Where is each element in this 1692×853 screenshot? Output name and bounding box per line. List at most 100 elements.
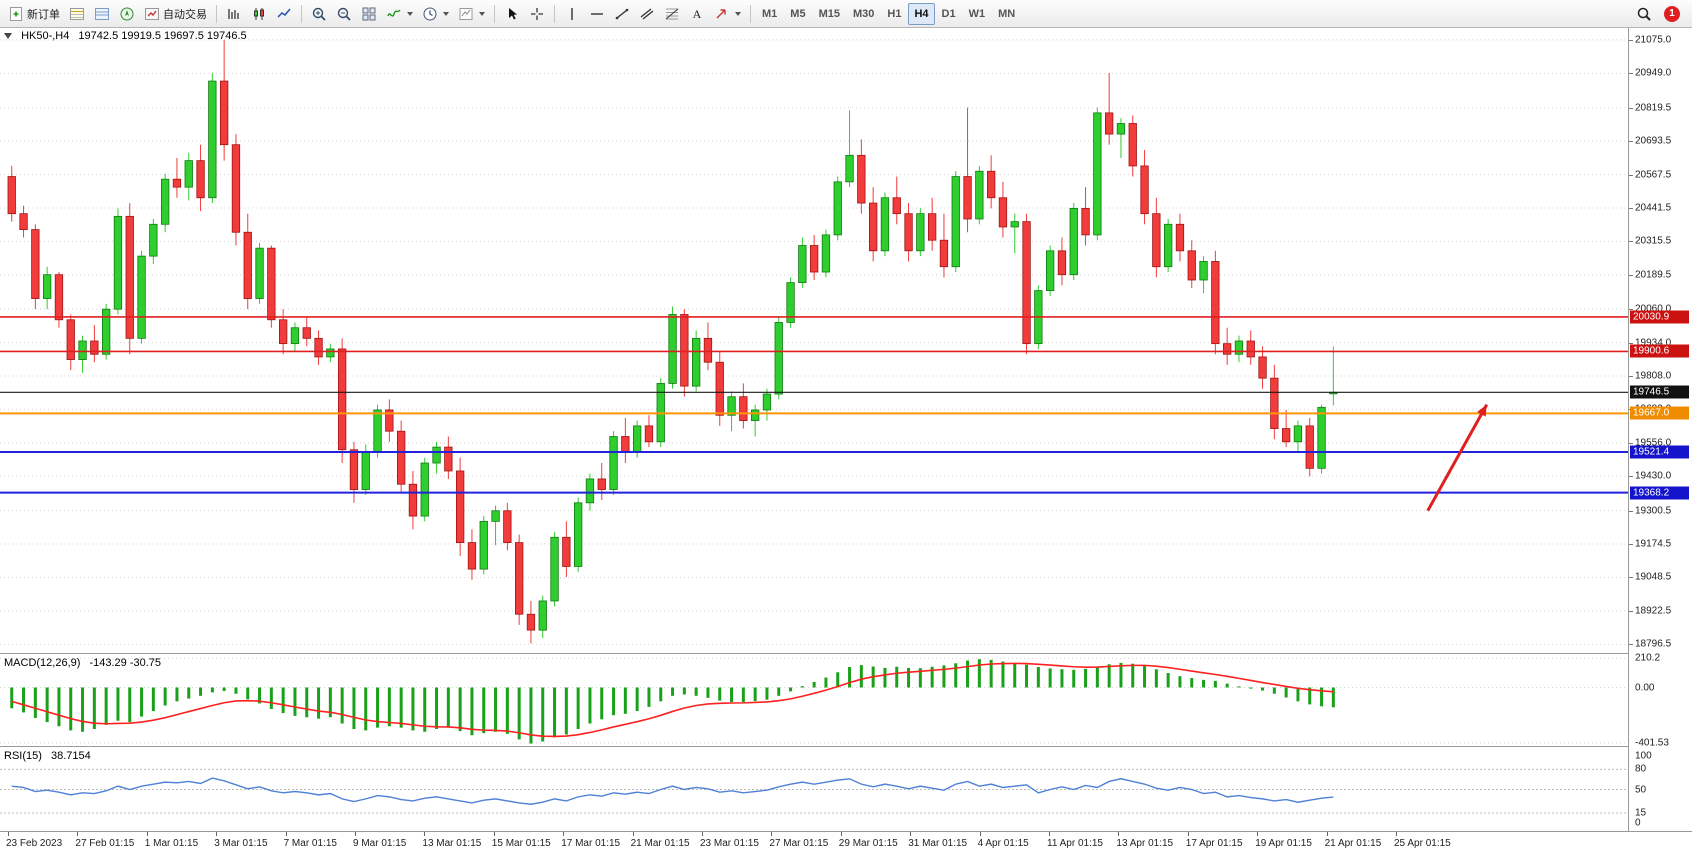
text-button[interactable]: A bbox=[685, 3, 709, 25]
candle bbox=[1069, 203, 1078, 280]
fibonacci-button[interactable] bbox=[660, 3, 684, 25]
time-axis-label: 29 Mar 01:15 bbox=[838, 838, 898, 849]
time-axis-label: 27 Feb 01:15 bbox=[75, 838, 135, 849]
candle bbox=[184, 152, 193, 201]
search-button[interactable] bbox=[1632, 3, 1656, 25]
trend-arrow-head bbox=[1477, 404, 1487, 417]
periods-button[interactable] bbox=[418, 3, 453, 25]
rsi-line bbox=[11, 777, 1334, 805]
price-axis-tick bbox=[1629, 342, 1633, 344]
vertical-line-button[interactable] bbox=[560, 3, 584, 25]
time-axis-label: 13 Apr 01:15 bbox=[1116, 838, 1174, 849]
candle bbox=[786, 277, 795, 328]
candle bbox=[987, 155, 996, 209]
candle bbox=[1329, 346, 1338, 406]
price-axis-tick bbox=[1629, 174, 1633, 176]
candle bbox=[538, 595, 547, 639]
candle bbox=[1128, 115, 1137, 177]
macd-panel[interactable]: MACD(12,26,9) -143.29 -30.75 bbox=[0, 655, 1628, 747]
timeframe-d1-button[interactable]: D1 bbox=[941, 7, 956, 20]
periods-icon bbox=[423, 7, 437, 20]
templates-button[interactable] bbox=[454, 3, 489, 25]
candlestick-chart bbox=[0, 39, 1628, 645]
horizontal-line-button[interactable] bbox=[585, 3, 609, 25]
candlestick-chart-button[interactable] bbox=[247, 3, 271, 25]
price-level-badge: 19746.5 bbox=[1630, 385, 1689, 399]
price-axis[interactable]: 21075.0 20949.0 20819.5 20693.5 20567.5 20441… bbox=[1628, 28, 1692, 831]
timeframe-m1-button[interactable]: M1 bbox=[762, 7, 778, 20]
time-axis-tick bbox=[771, 832, 773, 836]
candle bbox=[78, 335, 87, 373]
bar-chart-button[interactable] bbox=[222, 3, 246, 25]
notification-badge[interactable]: 1 bbox=[1664, 5, 1680, 22]
price-axis-tick bbox=[1629, 644, 1633, 646]
candle bbox=[1187, 240, 1196, 288]
cursor-button[interactable] bbox=[500, 3, 524, 25]
indicators-button[interactable] bbox=[382, 3, 417, 25]
timeframe-h4-button[interactable]: H4 bbox=[908, 2, 935, 25]
crosshair-button[interactable] bbox=[525, 3, 549, 25]
time-axis-label: 11 Apr 01:15 bbox=[1047, 838, 1103, 849]
line-chart-icon bbox=[277, 8, 291, 18]
autotrading-button[interactable]: 自动交易 bbox=[140, 3, 211, 25]
navigator-button[interactable] bbox=[115, 3, 139, 25]
candle bbox=[102, 303, 111, 360]
candle bbox=[1081, 187, 1090, 246]
candle bbox=[90, 325, 99, 363]
timeframe-m5-button[interactable]: M5 bbox=[790, 7, 806, 20]
candle bbox=[66, 314, 75, 371]
time-axis-tick bbox=[77, 832, 79, 836]
data-window-button[interactable] bbox=[90, 3, 114, 25]
rsi-indicator-name: RSI(15) bbox=[4, 750, 42, 762]
candle bbox=[1305, 417, 1314, 477]
time-axis-tick bbox=[702, 832, 703, 836]
arrows-button[interactable] bbox=[710, 3, 745, 25]
one-click-trading-toggle[interactable] bbox=[4, 33, 12, 40]
time-axis-tick bbox=[285, 832, 287, 836]
time-axis[interactable]: 23 Feb 2023 27 Feb 01:15 1 Mar 01:15 3 Mar … bbox=[0, 831, 1692, 853]
timeframe-m15-button[interactable]: M15 bbox=[818, 7, 840, 20]
market-watch-button[interactable] bbox=[65, 3, 89, 25]
time-axis-tick bbox=[979, 832, 981, 836]
zoom-out-button[interactable] bbox=[332, 3, 356, 25]
price-axis-tick bbox=[1629, 577, 1633, 579]
rsi-axis-label: 0 bbox=[1635, 817, 1641, 829]
time-axis-tick bbox=[1118, 832, 1120, 836]
tile-windows-button[interactable] bbox=[357, 3, 381, 25]
candle bbox=[267, 245, 276, 328]
main-chart-panel[interactable]: HK50-,H4 19742.5 19919.5 19697.5 19746.5 bbox=[0, 28, 1628, 654]
timeframe-m30-button[interactable]: M30 bbox=[852, 7, 875, 20]
candle bbox=[137, 250, 146, 344]
channel-button[interactable] bbox=[635, 3, 659, 25]
new-order-button[interactable]: 新订单 bbox=[4, 3, 64, 25]
time-axis-tick bbox=[1396, 832, 1397, 836]
price-level-badge: 20030.9 bbox=[1630, 310, 1689, 324]
timeframe-mn-button[interactable]: MN bbox=[998, 7, 1016, 20]
plot-area: HK50-,H4 19742.5 19919.5 19697.5 19746.5… bbox=[0, 28, 1628, 831]
candle bbox=[1116, 118, 1126, 158]
candle bbox=[810, 234, 819, 280]
macd-axis-label: -401.53 bbox=[1635, 737, 1669, 749]
candle bbox=[337, 338, 347, 464]
candle bbox=[1199, 256, 1208, 294]
candle bbox=[19, 205, 28, 238]
zoom-in-button[interactable] bbox=[307, 3, 331, 25]
price-axis-label: 20315.5 bbox=[1635, 235, 1672, 247]
fibonacci-icon bbox=[665, 8, 679, 19]
data-window-icon bbox=[95, 7, 109, 20]
candle bbox=[231, 134, 241, 246]
time-axis-tick bbox=[1257, 832, 1259, 836]
navigator-icon bbox=[120, 7, 134, 20]
timeframe-w1-button[interactable]: W1 bbox=[968, 7, 986, 20]
candle bbox=[31, 224, 40, 310]
toolbar-separator bbox=[301, 4, 302, 23]
timeframe-h1-button[interactable]: H1 bbox=[887, 7, 902, 20]
trendline-button[interactable] bbox=[610, 3, 634, 25]
price-axis-label: 19048.5 bbox=[1635, 571, 1672, 583]
rsi-panel[interactable]: RSI(15) 38.7154 bbox=[0, 748, 1628, 831]
candle bbox=[1152, 197, 1161, 278]
candle bbox=[396, 420, 406, 493]
dropdown-caret-icon bbox=[479, 11, 485, 16]
line-chart-button[interactable] bbox=[272, 3, 296, 25]
candle bbox=[432, 441, 441, 474]
